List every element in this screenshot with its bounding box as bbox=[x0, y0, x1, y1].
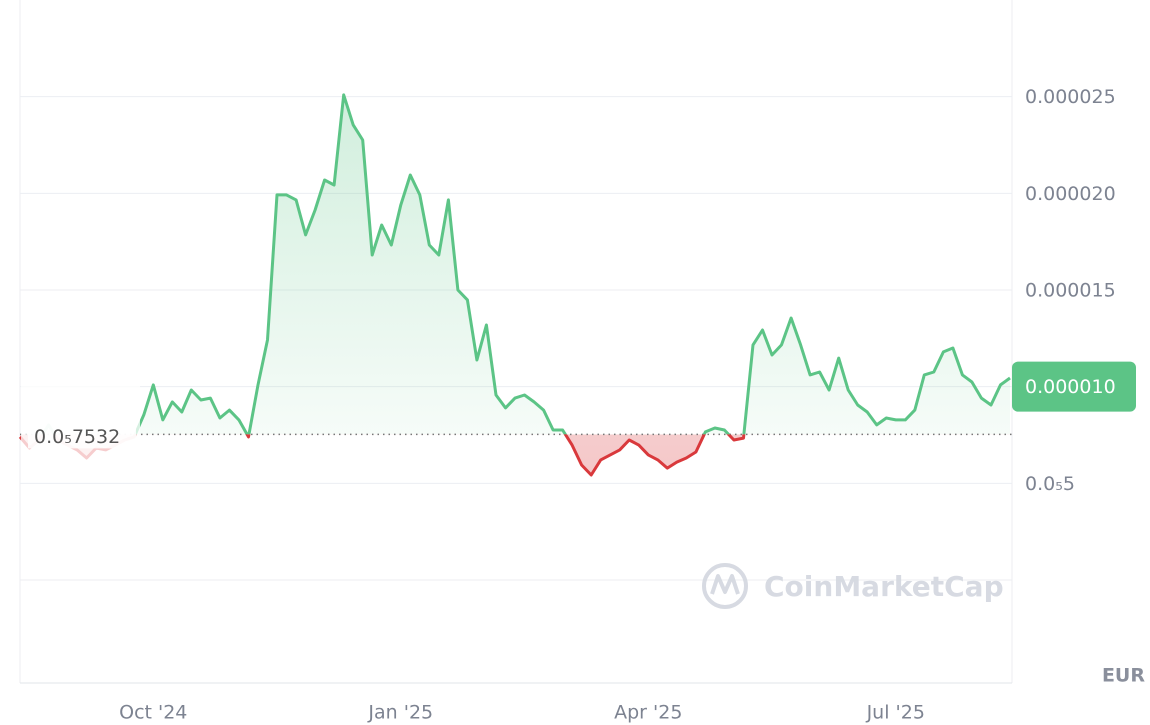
y-tick-label: 0.000025 bbox=[1025, 86, 1116, 108]
y-tick-label: 0.000020 bbox=[1025, 183, 1116, 205]
baseline-label: 0.0₅7532 bbox=[34, 426, 120, 448]
y-tick-label: 0.0₅5 bbox=[1025, 473, 1075, 495]
currency: EUR bbox=[1102, 665, 1145, 687]
price-line-above bbox=[40, 93, 1011, 435]
current-price-label: 0.000010 bbox=[1025, 376, 1116, 398]
current-price-badge bbox=[1012, 361, 1136, 412]
x-tick-label: Apr '25 bbox=[614, 702, 682, 724]
watermark: CoinMarketCap bbox=[702, 563, 1004, 609]
watermark-text: CoinMarketCap bbox=[764, 570, 1004, 603]
x-tick-label: Oct '24 bbox=[119, 702, 187, 724]
area-above bbox=[20, 94, 1010, 435]
x-tick-label: Jul '25 bbox=[866, 702, 925, 724]
y-tick-label: 0.000015 bbox=[1025, 280, 1116, 302]
x-tick-label: Jan '25 bbox=[367, 702, 433, 724]
baseline-label-bg bbox=[28, 420, 136, 449]
plot: 0.0₅7532 0.0₅5 0.000010 0.000015 0.000020 0.0… bbox=[18, 86, 1136, 724]
